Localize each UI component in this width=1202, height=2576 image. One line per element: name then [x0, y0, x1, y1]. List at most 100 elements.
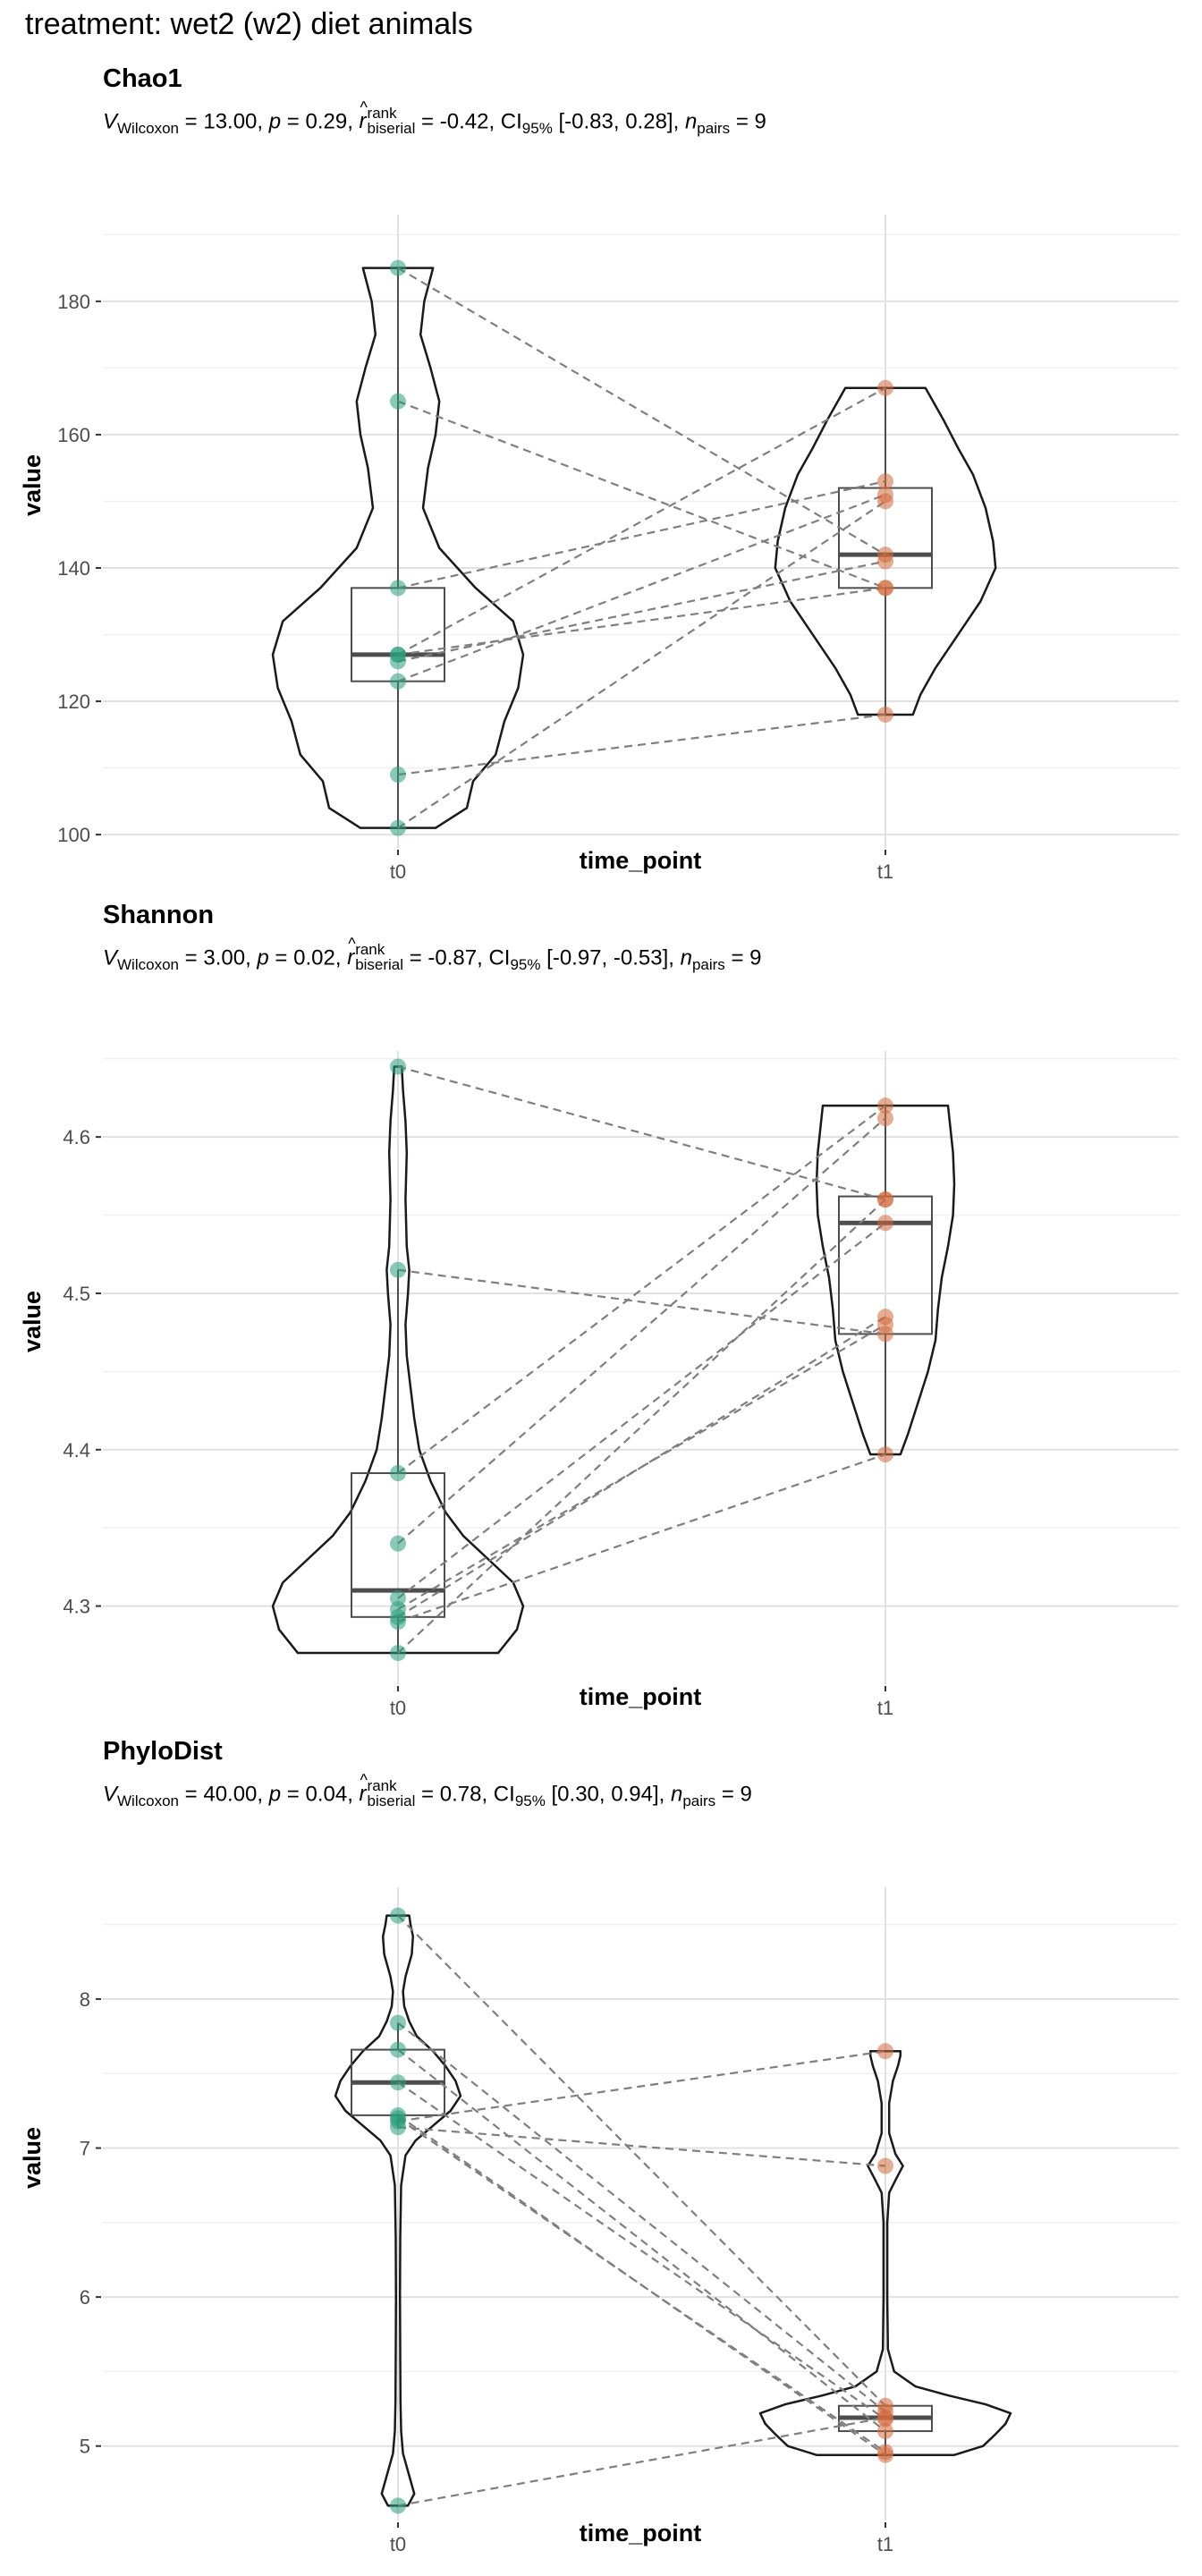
pair-line [397, 1105, 886, 1474]
data-point [877, 493, 893, 510]
pair-line [397, 1268, 886, 1335]
pair-line [397, 500, 886, 829]
chart-panel-phylodist: PhyloDist VWilcoxon = 40.00, p = 0.04, r… [0, 1726, 1202, 2563]
data-point [390, 2110, 406, 2127]
pair-line [397, 1065, 886, 1201]
points-t0 [390, 259, 406, 836]
paired-connectors [397, 267, 886, 829]
y-axis: 5 6 7 8 [80, 1988, 101, 2458]
data-point [877, 2444, 893, 2461]
y-tick-label: 4.4 [63, 1439, 90, 1462]
data-point [390, 2074, 406, 2091]
stat-p: 0.04 [305, 1782, 348, 1807]
y-tick-label: 140 [57, 557, 90, 580]
pair-line [397, 2126, 886, 2167]
violin-plot-phylodist: 5 6 7 8 t0 t1 [80, 1887, 1179, 2555]
data-point [390, 1535, 406, 1552]
pair-line [397, 1316, 886, 1618]
panel-stats-subtitle: VWilcoxon = 40.00, p = 0.04, rrankbiseri… [103, 1771, 752, 1810]
pair-line [397, 2081, 886, 2420]
data-point [877, 2157, 893, 2174]
stat-n: 9 [749, 945, 762, 970]
data-point [390, 673, 406, 690]
data-point [877, 379, 893, 396]
data-point [390, 1058, 406, 1075]
data-point [877, 553, 893, 570]
pair-line [397, 2021, 886, 2413]
stat-v: 3.00 [203, 945, 246, 970]
y-tick-label: 5 [80, 2436, 90, 2458]
pair-line [397, 1453, 886, 1623]
pair-line [397, 587, 886, 656]
data-point [390, 767, 406, 784]
pair-line [397, 267, 886, 556]
pair-line [397, 1199, 886, 1654]
x-axis: t0 t1 [390, 2522, 893, 2555]
pair-line [397, 560, 886, 663]
y-tick-label: 180 [57, 291, 90, 313]
chart-panel-shannon: Shannon VWilcoxon = 3.00, p = 0.02, rran… [0, 890, 1202, 1726]
pair-line [397, 493, 886, 682]
data-point [877, 1191, 893, 1208]
data-point [877, 2410, 893, 2427]
points-t0 [390, 1907, 406, 2514]
data-point [877, 1110, 893, 1127]
violin-plot-shannon: 4.3 4.4 4.5 4.6 t0 t1 [63, 1051, 1179, 1719]
chart-panel-chao1: Chao1 VWilcoxon = 13.00, p = 0.29, rrank… [0, 54, 1202, 890]
x-tick-label: t1 [877, 1697, 893, 1719]
stat-n: 9 [754, 109, 766, 134]
boxplot-t0 [351, 267, 445, 828]
stat-ci: [-0.83, 0.28] [558, 109, 673, 134]
x-tick-label: t0 [390, 1697, 406, 1719]
stat-p: 0.02 [293, 945, 335, 970]
paired-connectors [397, 1065, 886, 1654]
panel-title: Chao1 [103, 64, 182, 93]
stat-ci: [-0.97, -0.53] [546, 945, 669, 970]
page-title: treatment: wet2 (w2) diet animals [25, 7, 473, 41]
data-point [390, 393, 406, 410]
data-point [877, 580, 893, 597]
y-tick-label: 6 [80, 2286, 90, 2309]
grid [103, 1051, 1179, 1684]
pair-line [397, 713, 886, 776]
x-axis: t0 t1 [390, 1686, 893, 1719]
x-axis: t0 t1 [390, 850, 893, 883]
violin-plot-chao1: 100 120 140 160 180 t0 t1 [57, 215, 1179, 883]
violin-t1 [774, 386, 997, 716]
points-t0 [390, 1058, 406, 1662]
y-tick-label: 4.3 [63, 1596, 90, 1618]
pair-line [397, 2048, 886, 2432]
points-t1 [877, 1097, 893, 1463]
y-tick-label: 7 [80, 2138, 90, 2160]
panel-title: Shannon [103, 901, 215, 929]
stat-n: 9 [740, 1782, 752, 1807]
stat-v: 13.00 [203, 109, 258, 134]
y-tick-label: 160 [57, 424, 90, 446]
data-point [390, 1907, 406, 1924]
points-t1 [877, 2043, 893, 2463]
data-point [390, 1261, 406, 1278]
data-point [877, 2043, 893, 2060]
pair-line [397, 2416, 886, 2507]
x-tick-label: t0 [390, 2533, 406, 2555]
data-point [877, 2423, 893, 2440]
data-point [390, 259, 406, 276]
panel-stats-subtitle: VWilcoxon = 3.00, p = 0.02, rrankbiseria… [103, 935, 762, 974]
y-axis: 100 120 140 160 180 [57, 291, 101, 846]
x-axis-label: time_point [579, 2520, 702, 2546]
data-point [877, 1446, 893, 1463]
violin-t1 [815, 1104, 956, 1456]
panel-stats-subtitle: VWilcoxon = 13.00, p = 0.29, rrankbiseri… [103, 98, 766, 138]
y-tick-label: 4.5 [63, 1283, 90, 1305]
data-point [877, 473, 893, 490]
y-tick-label: 100 [57, 824, 90, 846]
data-point [390, 646, 406, 663]
data-point [390, 1645, 406, 1662]
data-point [877, 1097, 893, 1114]
pair-line [397, 1222, 886, 1599]
data-point [390, 580, 406, 597]
paired-connectors [397, 1914, 886, 2507]
data-point [390, 1614, 406, 1631]
violin-t0 [271, 267, 525, 829]
data-point [877, 706, 893, 723]
